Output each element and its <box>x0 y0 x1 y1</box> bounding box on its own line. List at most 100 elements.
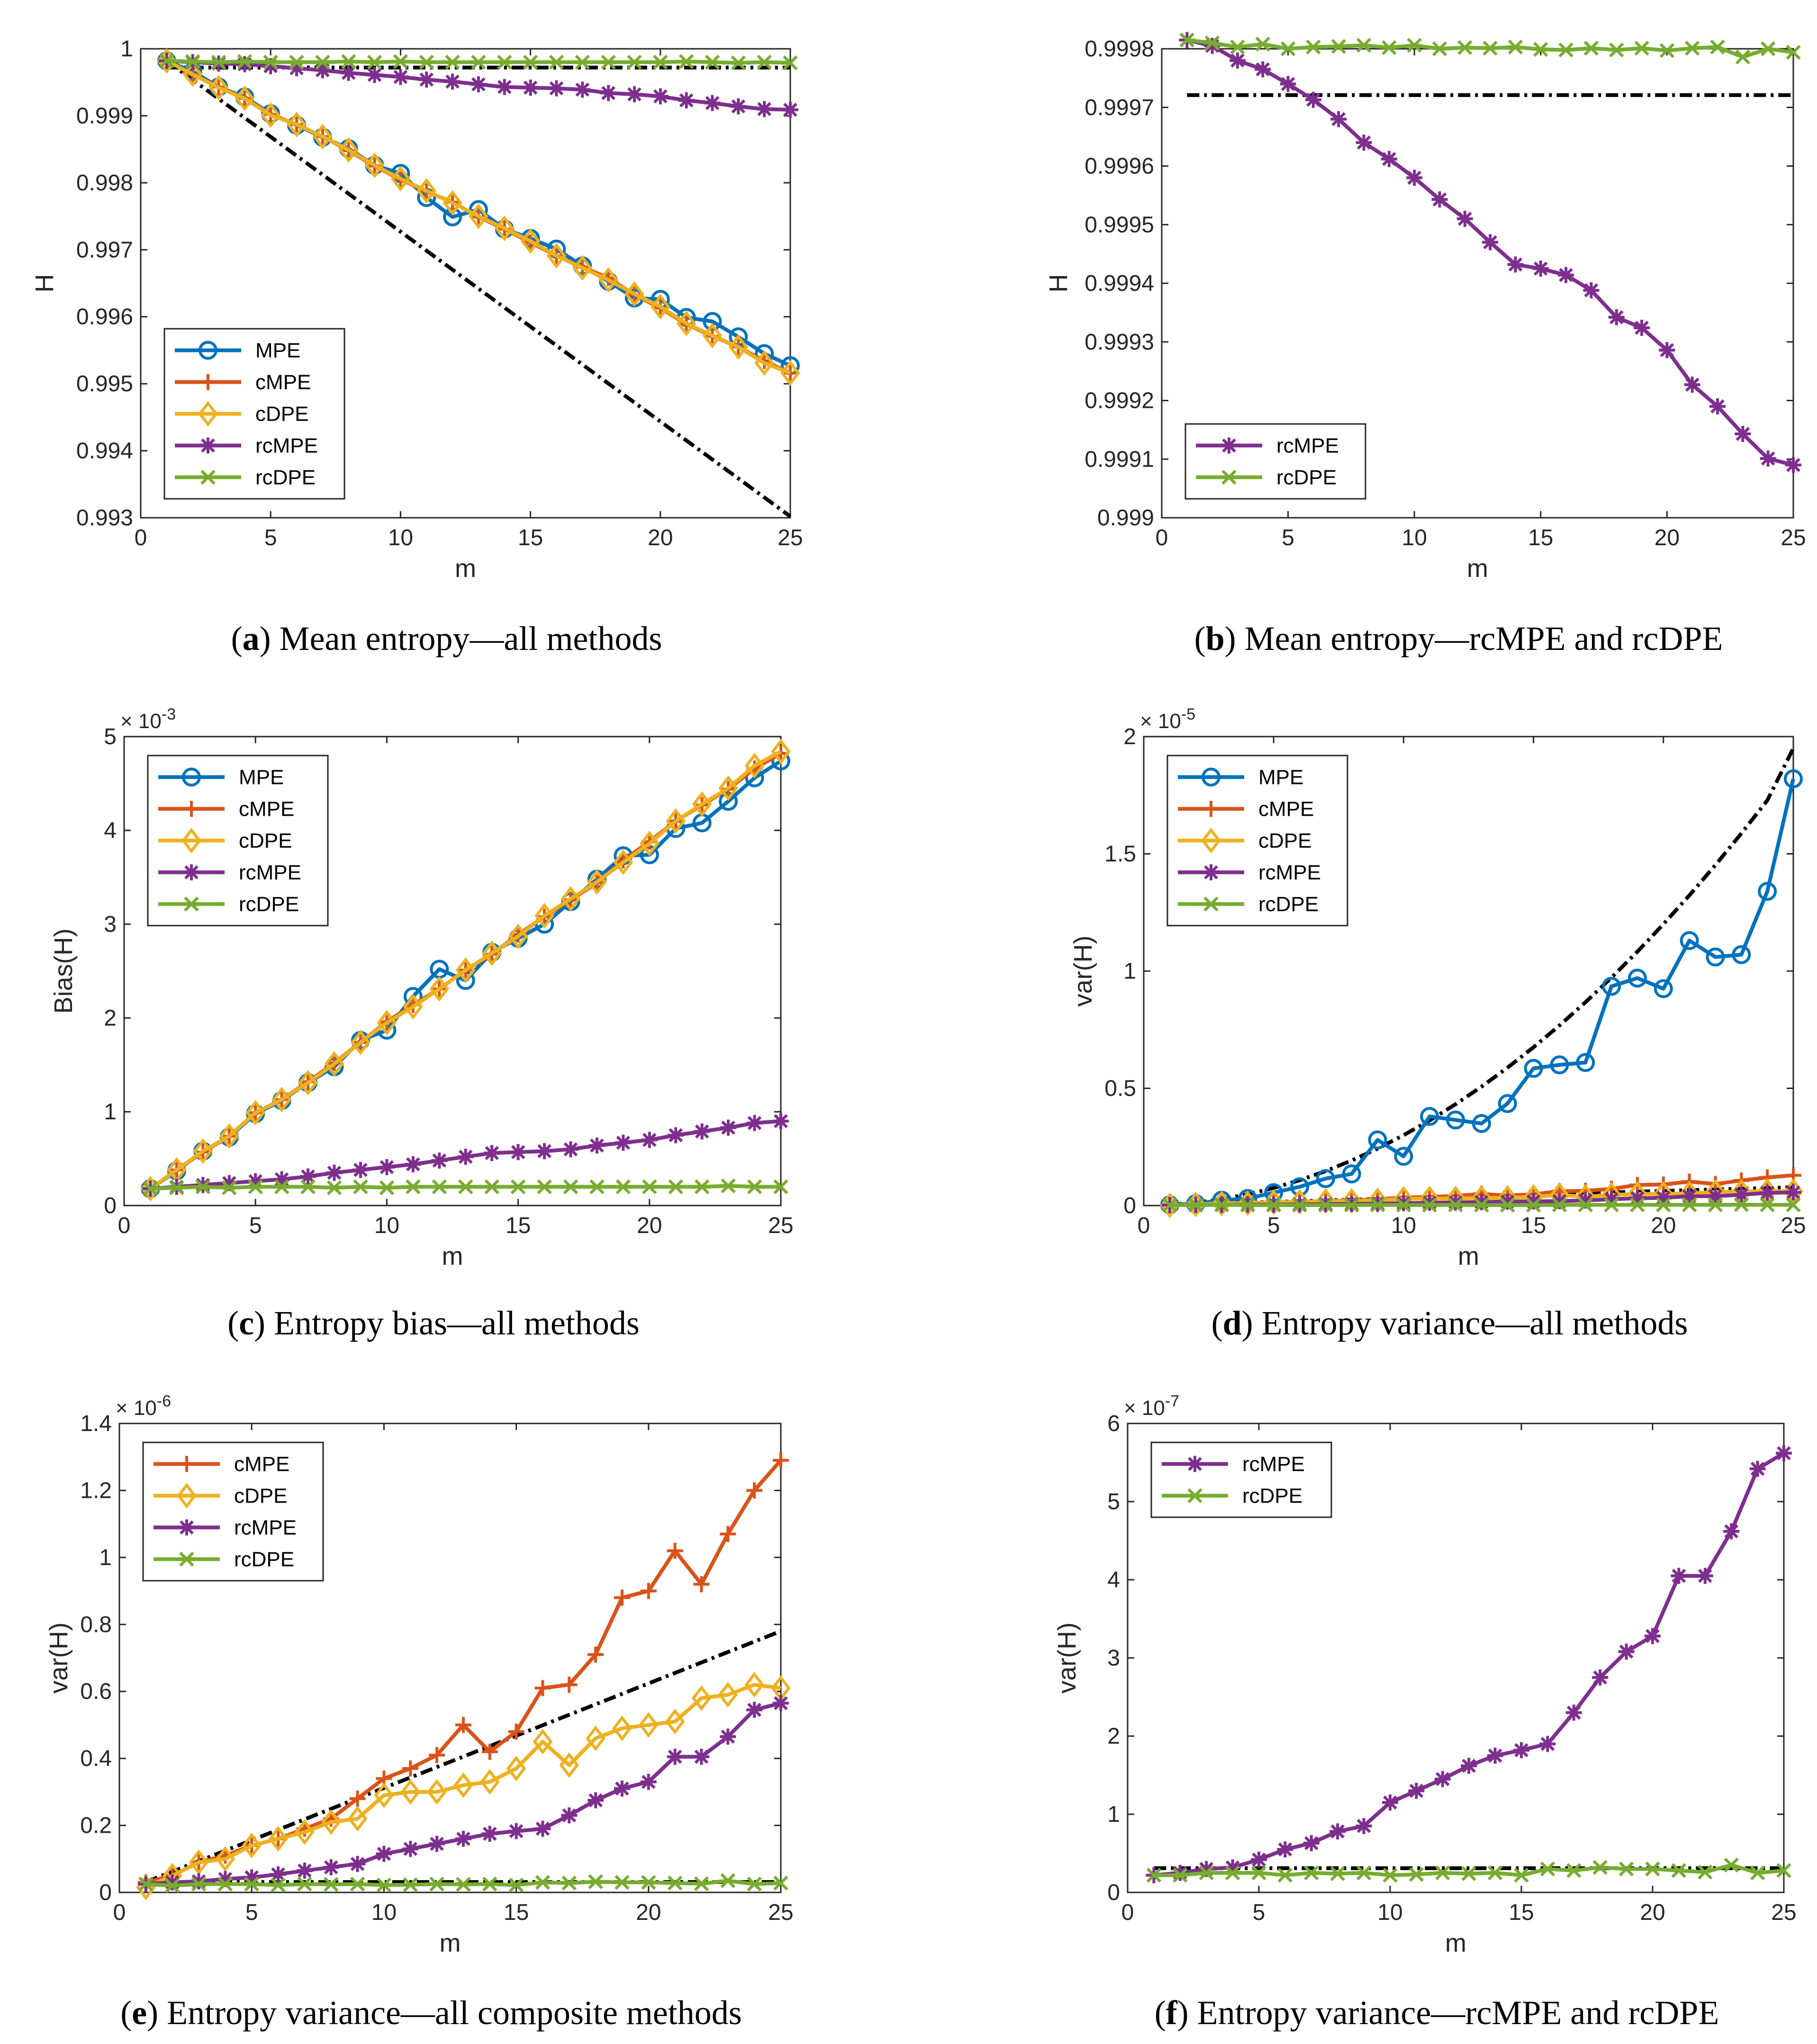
data-point-rcDPE <box>1146 1867 1162 1883</box>
data-point-rcMPE <box>1618 1643 1635 1660</box>
data-point-rcDPE <box>1684 41 1700 56</box>
data-point-rcDPE <box>484 1179 499 1195</box>
x-tick-label: 20 <box>648 525 673 550</box>
y-tick-label: 4 <box>104 818 117 843</box>
y-tick-label: 0 <box>99 1880 112 1905</box>
legend-marker-rcMPE <box>1221 437 1237 454</box>
data-point-rcMPE <box>730 98 747 115</box>
legend-marker-rcDPE <box>1203 896 1219 912</box>
data-point-rcMPE <box>1408 1783 1425 1799</box>
x-tick-label: 20 <box>637 1213 662 1238</box>
caption-letter: c <box>239 1304 254 1342</box>
legend-label-MPE: MPE <box>255 339 300 362</box>
series-rcDPE <box>159 53 798 71</box>
data-point-rcDPE <box>300 1179 316 1195</box>
data-point-rcMPE <box>349 1855 366 1872</box>
caption: (d) Entropy variance—all methods <box>1211 1304 1688 1342</box>
data-point-rcDPE <box>1630 1197 1645 1213</box>
data-point-rcMPE <box>236 56 253 72</box>
data-point-rcDPE <box>456 1877 471 1892</box>
axis-exponent: × 10-3 <box>120 705 176 733</box>
data-point-rcDPE <box>694 1179 710 1195</box>
caption: (e) Entropy variance—all composite metho… <box>120 1994 742 2032</box>
data-point-cDPE <box>666 808 686 834</box>
data-point-rcDPE <box>1179 32 1195 48</box>
y-tick-label: 0.995 <box>76 371 133 396</box>
legend-label-cMPE: cMPE <box>255 371 311 394</box>
data-point-rcMPE <box>1172 1864 1188 1881</box>
data-point-rcMPE <box>1684 377 1700 393</box>
data-point-rcMPE <box>340 64 357 81</box>
data-point-rcDPE <box>1583 41 1599 56</box>
data-point-MPE <box>1316 1169 1335 1189</box>
data-point-rcMPE <box>588 1137 605 1154</box>
data-point-cDPE <box>469 203 488 229</box>
data-point-rcDPE <box>471 54 486 70</box>
data-point-MPE <box>1368 1130 1387 1150</box>
series-rcDPE <box>1146 1857 1791 1883</box>
data-point-cDPE <box>771 738 791 765</box>
y-tick-label: 0.996 <box>76 305 133 330</box>
data-point-MPE <box>1784 769 1803 789</box>
data-point-rcMPE <box>1592 1669 1609 1686</box>
data-point-rcMPE <box>484 1145 500 1162</box>
data-point-rcDPE <box>315 54 330 70</box>
data-point-rcDPE <box>1735 49 1751 65</box>
data-point-cDPE <box>295 1819 315 1845</box>
legend-label-rcMPE: rcMPE <box>234 1516 297 1540</box>
data-point-rcMPE <box>1645 1628 1661 1644</box>
data-point-rcDPE <box>1604 1197 1619 1213</box>
y-tick-label: 1 <box>120 36 133 62</box>
series-rcDPE <box>1179 32 1801 65</box>
data-point-rcMPE <box>244 1869 260 1886</box>
data-point-rcDPE <box>1225 1865 1240 1881</box>
data-point-cMPE <box>667 1542 683 1559</box>
data-point-rcMPE <box>379 1159 395 1175</box>
data-point-rcDPE <box>1618 1861 1634 1877</box>
data-point-rcMPE <box>600 85 617 101</box>
x-tick-label: 20 <box>1651 1213 1676 1238</box>
x-tick-label: 10 <box>1402 525 1427 550</box>
legend-label-cMPE: cMPE <box>1258 798 1314 821</box>
data-point-rcMPE <box>1539 1736 1556 1752</box>
data-point-rcMPE <box>1735 426 1751 442</box>
data-point-rcDPE <box>445 54 460 70</box>
x-tick-label: 25 <box>768 1900 793 1925</box>
data-point-rcDPE <box>379 1180 395 1196</box>
data-point-rcMPE <box>323 1859 339 1875</box>
data-point-cDPE <box>416 178 437 204</box>
data-point-cDPE <box>624 281 644 307</box>
data-point-rcMPE <box>756 101 773 117</box>
data-point-rcMPE <box>536 1143 553 1160</box>
data-point-rcMPE <box>1513 1742 1529 1758</box>
legend-marker-rcDPE <box>1187 1488 1202 1504</box>
data-point-rcMPE <box>1583 282 1600 298</box>
data-point-rcDPE <box>601 54 616 70</box>
y-tick-label: 1 <box>99 1545 112 1570</box>
data-point-cDPE <box>479 1769 500 1795</box>
data-point-rcDPE <box>1396 1198 1411 1213</box>
x-tick-label: 15 <box>1528 525 1553 550</box>
data-point-rcMPE <box>548 80 565 97</box>
data-point-cDPE <box>546 243 567 269</box>
data-point-rcMPE <box>217 1871 234 1887</box>
data-point-MPE <box>1446 1110 1465 1130</box>
data-point-rcMPE <box>1608 309 1625 325</box>
data-point-rcDPE <box>549 54 564 70</box>
data-point-rcDPE <box>1330 1866 1345 1882</box>
reference-line-0 <box>145 1629 782 1884</box>
data-point-rcMPE <box>1434 1771 1451 1787</box>
data-point-rcDPE <box>1457 40 1473 55</box>
x-tick-label: 0 <box>1156 525 1168 550</box>
data-point-cDPE <box>208 75 229 101</box>
y-tick-label: 0 <box>1123 1193 1136 1218</box>
data-point-rcDPE <box>263 54 278 70</box>
series-rcMPE <box>142 1113 789 1197</box>
axis-exponent: × 10-7 <box>1124 1392 1179 1420</box>
data-point-rcMPE <box>418 72 435 88</box>
data-point-rcMPE <box>429 1836 445 1852</box>
data-point-rcMPE <box>508 1823 524 1839</box>
data-point-MPE <box>1680 931 1699 950</box>
